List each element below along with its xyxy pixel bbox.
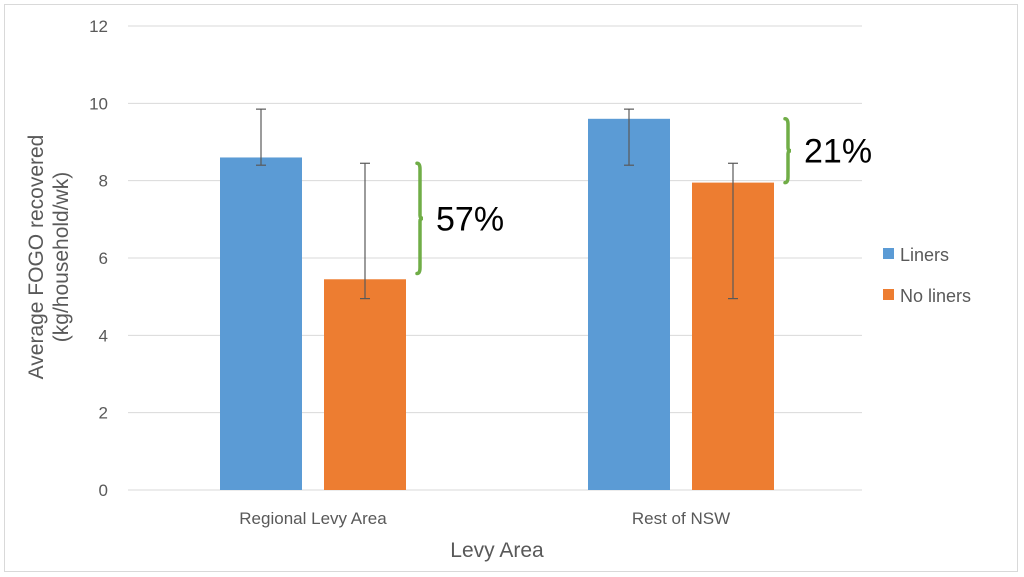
bar-liners-0 — [220, 157, 302, 490]
y-tick-label: 8 — [99, 172, 108, 191]
x-axis-title: Levy Area — [450, 539, 544, 562]
annotations: 57% 21% — [415, 117, 872, 276]
legend-label-liners: Liners — [900, 245, 949, 265]
bars — [220, 118, 774, 491]
bar-liners-1 — [588, 118, 670, 491]
y-tick-label: 12 — [89, 17, 108, 36]
error-bars — [256, 108, 738, 300]
y-tick-label: 4 — [99, 326, 108, 345]
category-label: Rest of NSW — [632, 509, 730, 528]
bar-no-liners-0 — [324, 279, 406, 490]
y-axis-title: Average FOGO recovered (kg/household/wk) — [25, 135, 73, 380]
y-tick-label: 0 — [99, 481, 108, 500]
y-tick-labels: 0 2 4 6 8 10 12 — [89, 17, 108, 500]
y-axis-title-line2: (kg/household/wk) — [50, 172, 73, 342]
legend-swatch-liners — [883, 248, 894, 259]
legend-label-no-liners: No liners — [900, 286, 971, 306]
y-tick-label: 10 — [89, 94, 108, 113]
annotation-label: 21% — [804, 133, 872, 171]
brace-annotation — [415, 161, 424, 276]
legend-swatch-no-liners — [883, 289, 894, 300]
category-label: Regional Levy Area — [239, 509, 387, 528]
y-tick-label: 6 — [99, 249, 108, 268]
legend: Liners No liners — [883, 245, 971, 306]
annotation-label: 57% — [436, 200, 504, 238]
chart-frame — [4, 4, 1018, 572]
y-tick-label: 2 — [99, 404, 108, 423]
category-labels: Regional Levy Area Rest of NSW — [239, 509, 730, 528]
y-axis-title-line1: Average FOGO recovered — [25, 135, 48, 380]
brace-annotation — [783, 117, 792, 185]
